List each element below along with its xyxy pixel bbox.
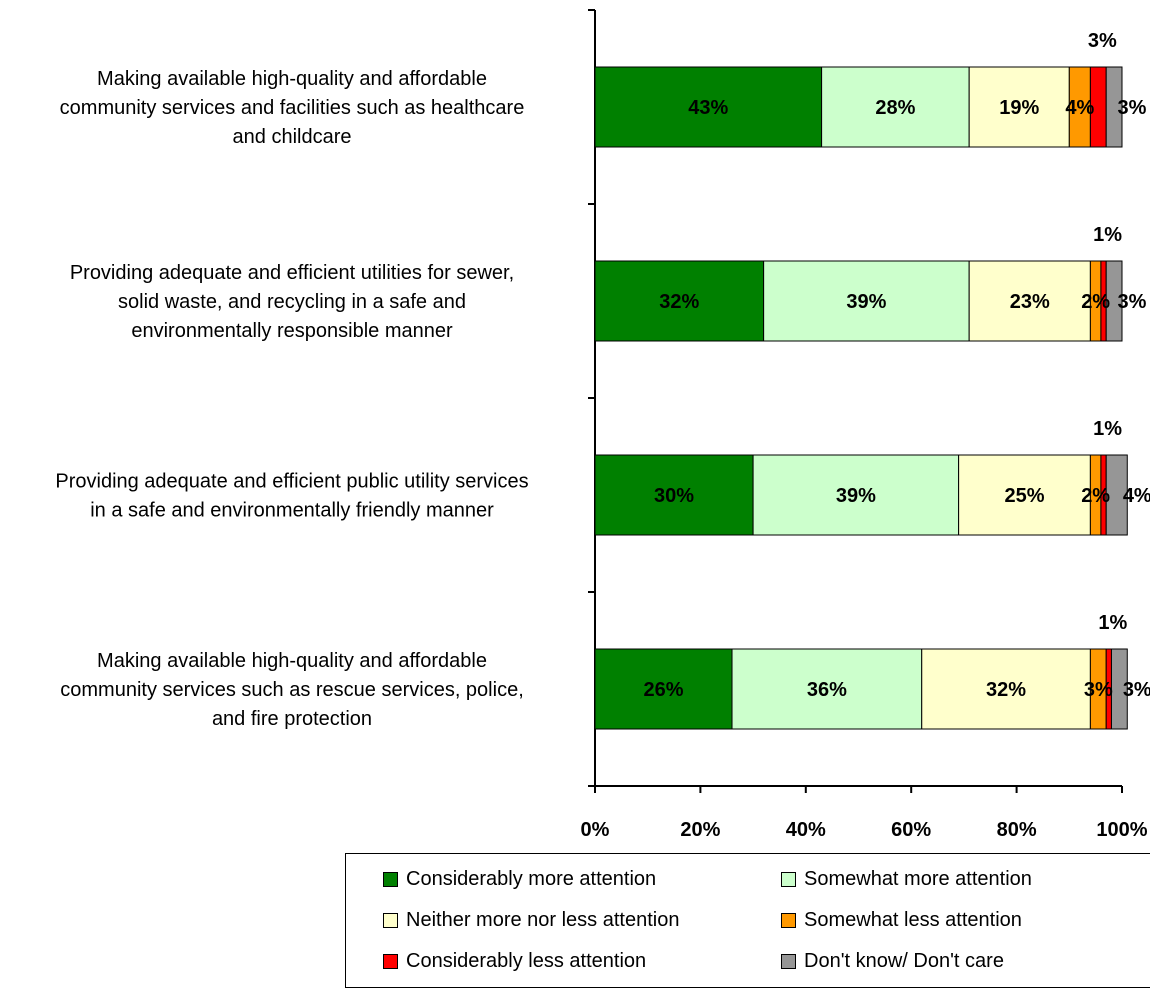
value-label: 32% [986, 679, 1026, 701]
category-label-line: Making available high-quality and afford… [97, 68, 487, 90]
bar-segment [958, 454, 1091, 536]
value-label: 43% [688, 97, 728, 119]
bar-segment [921, 648, 1091, 730]
bar-segment [821, 66, 970, 148]
value-labels: 43% 28% 19% 4% 3% 3% 32% 39% 23% 2% 1% 3% 30% 39% 25% 2… [643, 30, 1150, 701]
x-tick-label: 40% [786, 819, 826, 841]
value-label: 3% [1118, 97, 1147, 119]
legend-label-somewhat-more: Somewhat more attention [804, 868, 1032, 890]
x-tick-label: 60% [891, 819, 931, 841]
value-label: 32% [659, 291, 699, 313]
x-tick-label: 20% [680, 819, 720, 841]
x-tick-label: 80% [997, 819, 1037, 841]
legend-label-dont-know: Don't know/ Don't care [804, 950, 1004, 972]
category-label-line: community services such as rescue servic… [60, 679, 524, 701]
category-label-line: solid waste, and recycling in a safe and [118, 291, 466, 313]
value-label: 39% [836, 485, 876, 507]
category-label: Providing adequate and efficient public … [55, 471, 528, 522]
value-label: 3% [1123, 679, 1150, 701]
value-label: 3% [1118, 291, 1147, 313]
value-label: 2% [1081, 291, 1110, 313]
bar-segment [594, 648, 733, 730]
legend-label-neither: Neither more nor less attention [406, 909, 680, 931]
bar-segments [594, 66, 1128, 730]
value-label: 23% [1010, 291, 1050, 313]
legend-swatch-considerably-less [383, 954, 398, 969]
legend-swatch-somewhat-less [781, 913, 796, 928]
value-label: 1% [1093, 418, 1122, 440]
legend-label-somewhat-less: Somewhat less attention [804, 909, 1022, 931]
legend-label-considerably-less: Considerably less attention [406, 950, 647, 972]
bar-segment [731, 648, 923, 730]
x-tick-labels: 0% 20% 40% 60% 80% 100% [581, 819, 1148, 841]
bar-segment [594, 66, 823, 148]
value-label: 3% [1084, 679, 1113, 701]
category-label-line: Providing adequate and efficient public … [55, 471, 528, 493]
bar-segment [594, 260, 765, 342]
x-tick-label: 0% [581, 819, 610, 841]
value-label: 28% [875, 97, 915, 119]
category-label-line: and fire protection [212, 708, 372, 730]
category-label: Providing adequate and efficient utiliti… [70, 262, 514, 342]
legend-item-neither: Neither more nor less attention [383, 909, 679, 932]
category-label-line: Making available high-quality and afford… [97, 650, 487, 672]
legend-label-considerably-more: Considerably more attention [406, 868, 657, 890]
value-label: 1% [1093, 224, 1122, 246]
x-tick-label: 100% [1096, 819, 1147, 841]
value-label: 36% [807, 679, 847, 701]
category-label-line: in a safe and environmentally friendly m… [90, 500, 494, 522]
category-label-line: Providing adequate and efficient utiliti… [70, 262, 514, 284]
legend-swatch-somewhat-more [781, 872, 796, 887]
bar-segment [1105, 260, 1123, 342]
legend-swatch-neither [383, 913, 398, 928]
category-label-line: community services and facilities such a… [60, 97, 525, 119]
value-label: 26% [643, 679, 683, 701]
value-label: 4% [1123, 485, 1150, 507]
category-label-line: environmentally responsible manner [131, 320, 453, 342]
bar-segment [594, 454, 754, 536]
bar-segment [968, 66, 1070, 148]
legend-item-considerably-more: Considerably more attention [383, 868, 656, 891]
value-label: 3% [1088, 30, 1117, 52]
value-label: 19% [999, 97, 1039, 119]
value-label: 25% [1004, 485, 1044, 507]
value-label: 4% [1065, 97, 1094, 119]
bar-segment [1105, 454, 1128, 536]
legend-item-dont-know: Don't know/ Don't care [781, 950, 1004, 973]
legend-swatch-considerably-more [383, 872, 398, 887]
bar-segment [1110, 648, 1128, 730]
value-label: 2% [1081, 485, 1110, 507]
legend-item-considerably-less: Considerably less attention [383, 950, 646, 973]
legend-item-somewhat-more: Somewhat more attention [781, 868, 1032, 891]
bar-segment [968, 260, 1091, 342]
chart-legend: Considerably more attention Somewhat mor… [345, 853, 1150, 988]
category-labels: Making available high-quality and afford… [55, 68, 528, 730]
category-label: Making available high-quality and afford… [60, 68, 525, 148]
bar-segment [763, 260, 970, 342]
bar-segment [752, 454, 960, 536]
legend-swatch-dont-know [781, 954, 796, 969]
category-label: Making available high-quality and afford… [60, 650, 524, 730]
bar-segment [1105, 66, 1123, 148]
legend-item-somewhat-less: Somewhat less attention [781, 909, 1022, 932]
value-label: 30% [654, 485, 694, 507]
category-label-line: and childcare [233, 126, 352, 148]
value-label: 39% [846, 291, 886, 313]
value-label: 1% [1098, 612, 1127, 634]
